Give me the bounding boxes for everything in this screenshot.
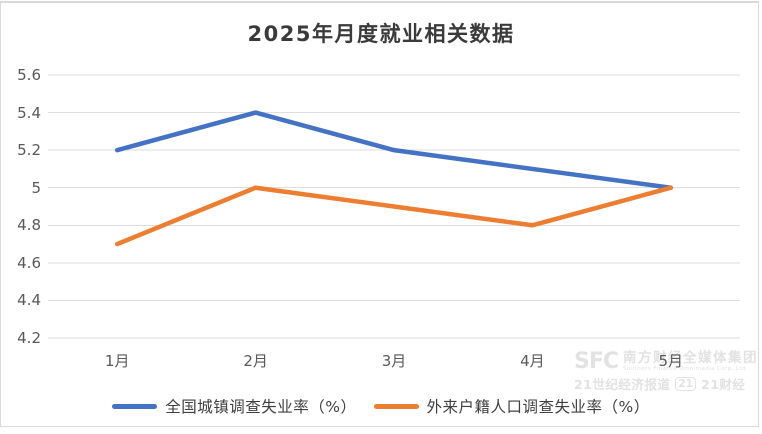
sfc-watermark: SFC 南方财经全媒体集团 Southern Finance Omnimedia… bbox=[573, 349, 758, 393]
y-axis-label: 4.4 bbox=[17, 291, 41, 310]
series-line-0 bbox=[114, 110, 674, 190]
legend-label: 全国城镇调查失业率（%） bbox=[165, 398, 357, 416]
x-axis-label: 3月 bbox=[381, 352, 407, 370]
watermark-org-cn: 南方财经全媒体集团 bbox=[623, 350, 758, 366]
chart-title: 2025年月度就业相关数据 bbox=[247, 22, 515, 46]
y-axis-label: 4.2 bbox=[17, 329, 41, 347]
watermark-org: 南方财经全媒体集团 Southern Finance Omnimedia Cor… bbox=[623, 350, 758, 372]
legend-label: 外来户籍人口调查失业率（%） bbox=[426, 398, 650, 416]
watermark-21-badge-icon: 21 bbox=[675, 376, 696, 391]
sfc-logo: SFC bbox=[573, 349, 619, 374]
x-axis-label: 4月 bbox=[520, 352, 545, 370]
chart-frame bbox=[0, 1, 759, 427]
watermark-row-2: 21世纪经济报道 21 21财经 bbox=[574, 374, 758, 393]
y-axis-label: 5.2 bbox=[17, 141, 41, 160]
x-axis-label: 2月 bbox=[243, 352, 268, 370]
legend-item-1: 外来户籍人口调查失业率（%） bbox=[373, 395, 650, 417]
watermark-brand-21caijing: 21财经 bbox=[701, 377, 746, 392]
series-line-1 bbox=[114, 185, 674, 247]
watermark-org-en: Southern Finance Omnimedia Corp.,Ltd. bbox=[623, 365, 748, 372]
legend-line-swatch bbox=[373, 403, 419, 409]
x-axis-label: 5月 bbox=[658, 352, 684, 370]
legend-item-0: 全国城镇调查失业率（%） bbox=[112, 395, 356, 417]
x-axis-label: 1月 bbox=[104, 352, 130, 370]
y-axis-label: 4.6 bbox=[17, 253, 41, 272]
y-axis-label: 5 bbox=[31, 178, 41, 197]
legend-line-swatch bbox=[112, 403, 158, 409]
watermark-brand-21jingji: 21世纪经济报道 bbox=[573, 377, 671, 392]
watermark-row-1: SFC 南方财经全媒体集团 Southern Finance Omnimedia… bbox=[573, 349, 758, 374]
chart-legend: 全国城镇调查失业率（%） 外来户籍人口调查失业率（%） bbox=[0, 394, 762, 418]
y-axis-label: 5.6 bbox=[17, 66, 41, 84]
y-axis-label: 4.8 bbox=[17, 216, 41, 235]
y-axis-label: 5.4 bbox=[17, 103, 41, 122]
